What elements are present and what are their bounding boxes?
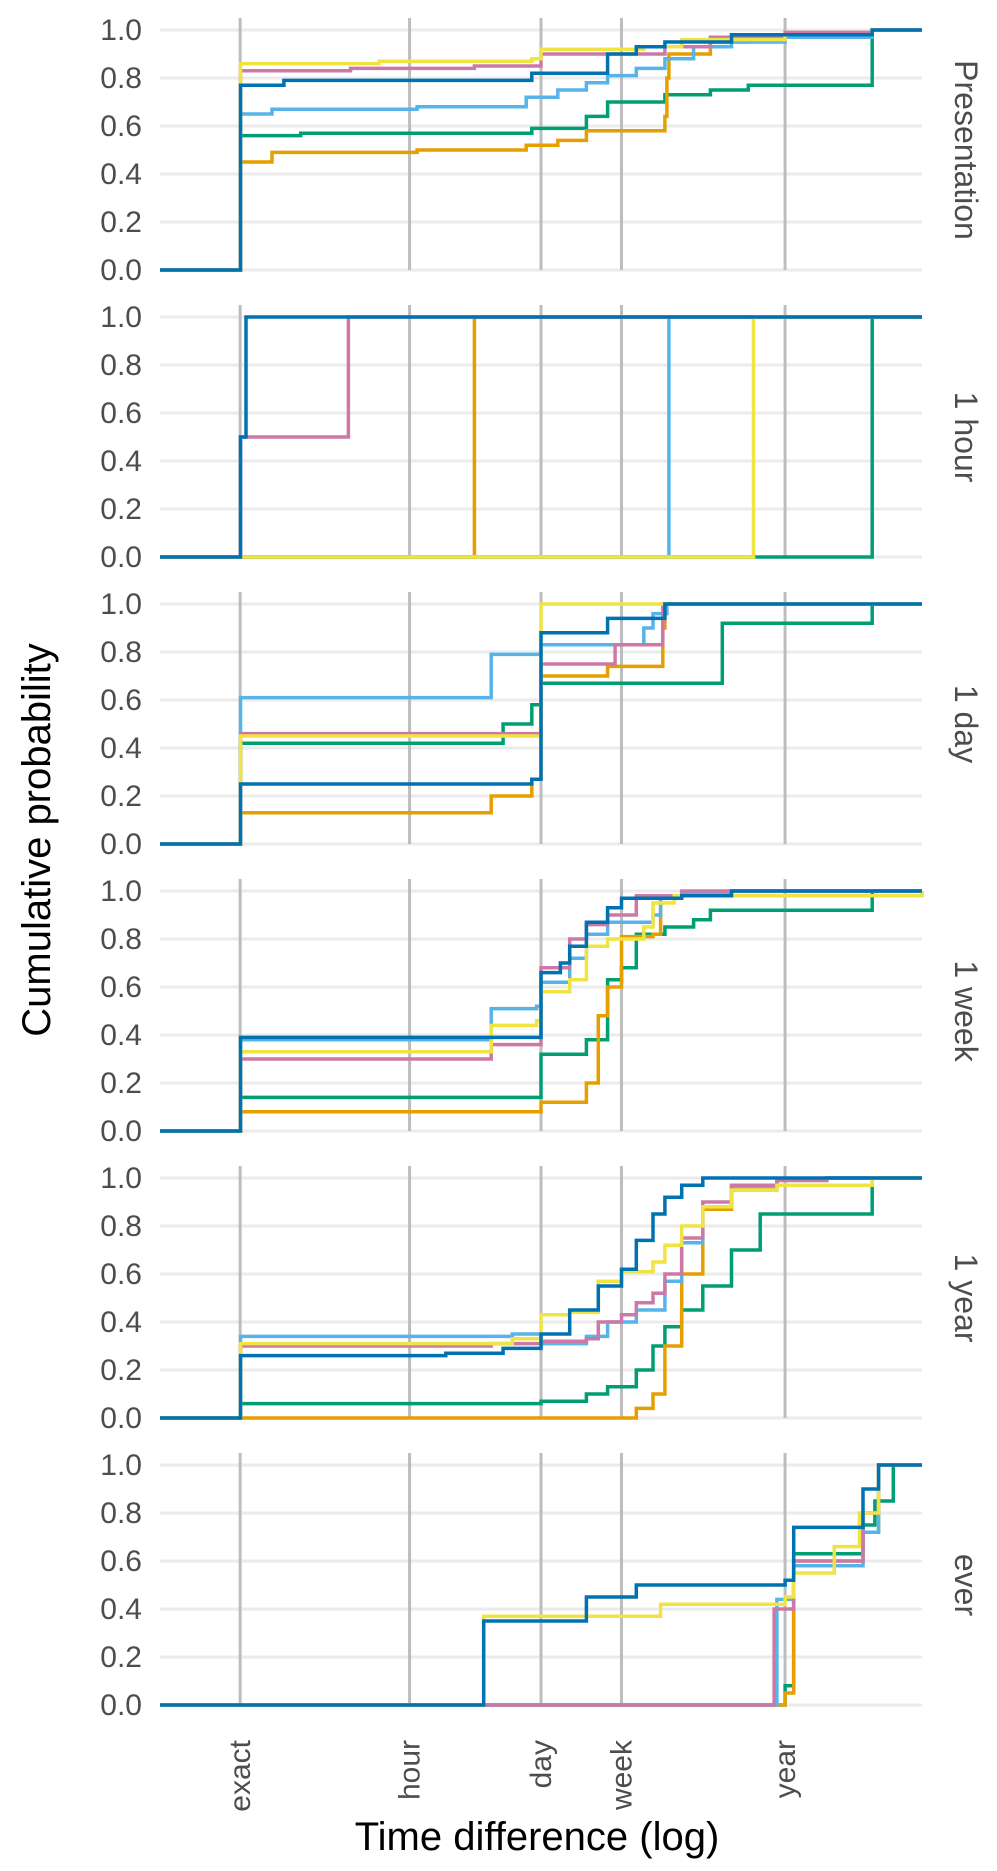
y-tick-label: 0.8 bbox=[100, 62, 142, 95]
y-tick-label: 0.8 bbox=[100, 636, 142, 669]
series-line-blue bbox=[160, 602, 922, 846]
series-line-blue bbox=[160, 1176, 922, 1420]
series-line-green bbox=[160, 28, 922, 272]
y-tick-label: 0.0 bbox=[100, 1115, 142, 1148]
series-line-blue bbox=[160, 889, 922, 1133]
panel-1-week: 0.0 0.2 0.4 0.6 0.8 1.0 1 week bbox=[100, 875, 984, 1148]
x-tick-label-year: year bbox=[769, 1740, 802, 1798]
series-line-yellow bbox=[160, 891, 924, 1133]
x-tick-label-hour: hour bbox=[394, 1740, 427, 1800]
x-tick-label-exact: exact bbox=[224, 1739, 257, 1811]
facet-label-presentation: Presentation bbox=[948, 60, 984, 240]
y-tick-label: 0.8 bbox=[100, 349, 142, 382]
y-tick-label: 0.6 bbox=[100, 110, 142, 143]
facet-label-ever: ever bbox=[948, 1554, 984, 1617]
y-tick-label: 0.0 bbox=[100, 1689, 142, 1722]
series-line-green bbox=[160, 1176, 922, 1420]
x-tick-labels: exact hour day week year bbox=[224, 1739, 802, 1812]
y-axis-title: Cumulative probability bbox=[15, 643, 59, 1037]
panel-ever: 0.0 0.2 0.4 0.6 0.8 1.0 ever bbox=[100, 1449, 984, 1722]
facet-label-1-year: 1 year bbox=[948, 1254, 984, 1343]
y-tick-label: 0.0 bbox=[100, 1402, 142, 1435]
facet-label-1-week: 1 week bbox=[948, 960, 984, 1062]
y-tick-label: 0.8 bbox=[100, 923, 142, 956]
y-tick-label: 0.6 bbox=[100, 971, 142, 1004]
y-tick-label: 0.4 bbox=[100, 158, 142, 191]
series-line-yellow bbox=[160, 1176, 922, 1420]
series-line-blue bbox=[160, 1463, 922, 1707]
y-tick-label: 0.6 bbox=[100, 1258, 142, 1291]
y-tick-label: 0.4 bbox=[100, 1593, 142, 1626]
y-tick-label: 0.2 bbox=[100, 206, 142, 239]
facet-label-1-day: 1 day bbox=[948, 685, 984, 763]
y-tick-label: 0.8 bbox=[100, 1210, 142, 1243]
y-tick-label: 0.8 bbox=[100, 1497, 142, 1530]
y-tick-label: 0.2 bbox=[100, 1354, 142, 1387]
series-line-purple bbox=[160, 28, 922, 272]
x-tick-label-week: week bbox=[605, 1739, 638, 1811]
y-tick-label: 1.0 bbox=[100, 1162, 142, 1195]
y-tick-label: 1.0 bbox=[100, 875, 142, 908]
series-line-blue bbox=[160, 28, 922, 272]
y-tick-label: 1.0 bbox=[100, 1449, 142, 1482]
series-line-purple bbox=[160, 1176, 922, 1420]
y-tick-label: 0.4 bbox=[100, 1306, 142, 1339]
y-tick-label: 1.0 bbox=[100, 301, 142, 334]
x-tick-label-day: day bbox=[525, 1740, 558, 1788]
y-tick-label: 0.6 bbox=[100, 1545, 142, 1578]
y-tick-label: 0.4 bbox=[100, 1019, 142, 1052]
panel-1-year: 0.0 0.2 0.4 0.6 0.8 1.0 1 year bbox=[100, 1162, 984, 1435]
y-tick-label: 1.0 bbox=[100, 14, 142, 47]
y-tick-label: 0.4 bbox=[100, 445, 142, 478]
y-tick-label: 0.6 bbox=[100, 684, 142, 717]
panels-layer: 0.00.20.40.60.81.0Presentation0.00.20.40… bbox=[100, 14, 984, 1722]
y-tick-label: 1.0 bbox=[100, 588, 142, 621]
series-line-blue bbox=[160, 315, 922, 559]
y-tick-label: 0.0 bbox=[100, 541, 142, 574]
panel-1-hour: 0.0 0.2 0.4 0.6 0.8 1.0 1 hour bbox=[100, 301, 984, 574]
series-line-green bbox=[160, 889, 922, 1133]
panel-presentation: 0.0 0.2 0.4 0.6 0.8 1.0 Presentation bbox=[100, 14, 984, 287]
y-tick-label: 0.4 bbox=[100, 732, 142, 765]
series-line-green bbox=[160, 602, 922, 846]
series-line-purple bbox=[160, 889, 922, 1133]
y-tick-label: 0.2 bbox=[100, 780, 142, 813]
y-tick-label: 0.0 bbox=[100, 828, 142, 861]
y-tick-label: 0.2 bbox=[100, 493, 142, 526]
y-tick-label: 0.2 bbox=[100, 1641, 142, 1674]
y-tick-label: 0.2 bbox=[100, 1067, 142, 1100]
y-tick-label: 0.0 bbox=[100, 254, 142, 287]
y-tick-label: 0.6 bbox=[100, 397, 142, 430]
series-line-yellow bbox=[160, 1463, 922, 1707]
facet-label-1-hour: 1 hour bbox=[948, 392, 984, 483]
panel-1-day: 0.0 0.2 0.4 0.6 0.8 1.0 1 day bbox=[100, 588, 984, 861]
x-axis-title: Time difference (log) bbox=[355, 1815, 720, 1859]
